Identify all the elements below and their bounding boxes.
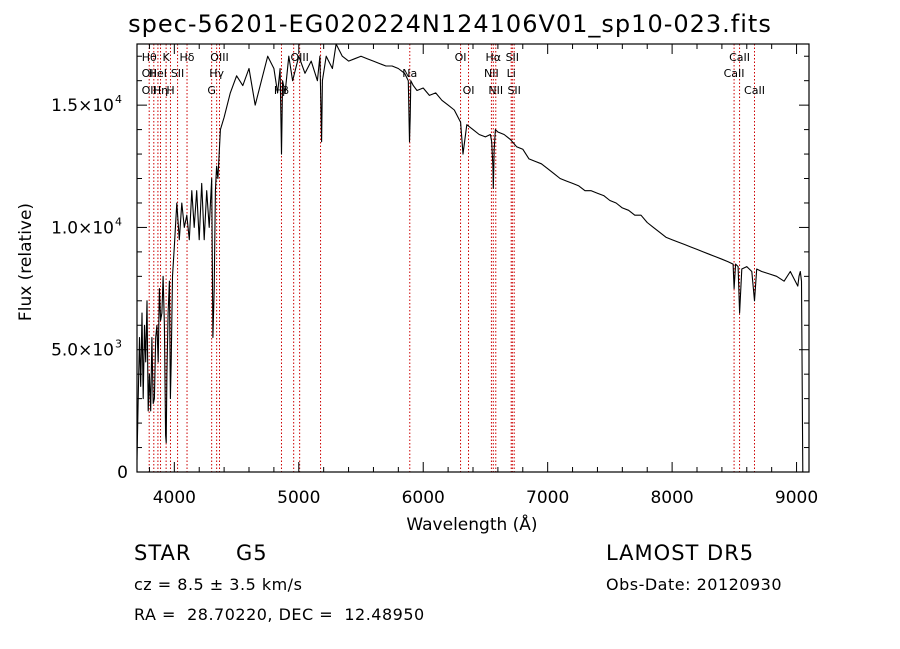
x-tick-label: 5000 xyxy=(277,488,320,508)
plot-frame xyxy=(136,43,810,473)
y-tick-label: 0 xyxy=(117,463,128,483)
line-marker-label: Hδ xyxy=(180,51,195,64)
redshift-text: cz = 8.5 ± 3.5 km/s xyxy=(134,575,303,594)
line-marker-label: CaII xyxy=(724,67,745,80)
line-marker-label: OI xyxy=(463,84,475,97)
y-axis-ticks: 05.0×10 31.0×10 41.5×10 4 xyxy=(51,55,809,483)
obs-date: Obs-Date: 20120930 xyxy=(606,575,783,594)
x-tick-label: 8000 xyxy=(650,488,693,508)
line-marker-label: OII xyxy=(142,67,157,80)
line-marker-label: Li xyxy=(507,67,516,80)
line-marker-label: OII xyxy=(142,84,157,97)
coordinates: RA = 28.70220, DEC = 12.48950 xyxy=(134,605,425,624)
y-tick-label: 1.0×10 xyxy=(51,218,114,238)
chart-title: spec-56201-EG020224N124106V01_sp10-023.f… xyxy=(128,10,772,38)
object-subclass: G5 xyxy=(236,541,268,565)
y-tick-exponent: 4 xyxy=(115,215,122,228)
x-tick-label: 4000 xyxy=(153,488,196,508)
x-tick-label: 6000 xyxy=(402,488,445,508)
survey-name: LAMOST DR5 xyxy=(606,541,755,565)
x-axis-label: Wavelength (Å) xyxy=(406,513,537,535)
y-tick-label: 1.5×10 xyxy=(51,96,114,116)
line-marker-label: NII xyxy=(488,84,503,97)
line-marker-label: K xyxy=(163,51,171,64)
y-axis-label: Flux (relative) xyxy=(16,203,36,321)
line-marker-label: Hθ xyxy=(142,51,157,64)
line-marker-label: SII xyxy=(506,51,519,64)
line-marker-label: OI xyxy=(455,51,467,64)
x-tick-label: 7000 xyxy=(526,488,569,508)
line-marker-label: OIII xyxy=(210,51,228,64)
line-marker-label: Hγ xyxy=(209,67,224,80)
x-tick-label: 9000 xyxy=(775,488,818,508)
line-marker-label: HeI xyxy=(149,67,167,80)
line-marker-label: CaII xyxy=(744,84,765,97)
y-tick-exponent: 3 xyxy=(115,338,122,351)
line-marker-label: CaII xyxy=(729,51,750,64)
y-tick-label: 5.0×10 xyxy=(51,341,114,361)
object-class: STAR xyxy=(134,541,192,565)
spectrum-line xyxy=(136,43,804,473)
line-marker-label: SII xyxy=(507,84,520,97)
line-marker-label: Hη xyxy=(153,84,168,97)
line-marker-label: H xyxy=(166,84,174,97)
line-marker-label: Hα xyxy=(486,51,502,64)
y-tick-exponent: 4 xyxy=(115,93,122,106)
line-marker-label: G xyxy=(207,84,216,97)
line-marker-label: SII xyxy=(171,67,184,80)
line-marker-labels: HθOIIOIIHeIHηKHSIIHδGHγOIIIHβOIIINaOIOIN… xyxy=(142,51,765,97)
line-marker-label: NII xyxy=(484,67,499,80)
x-axis-ticks: 4000 5000 6000 7000 8000 9000 xyxy=(148,44,818,508)
